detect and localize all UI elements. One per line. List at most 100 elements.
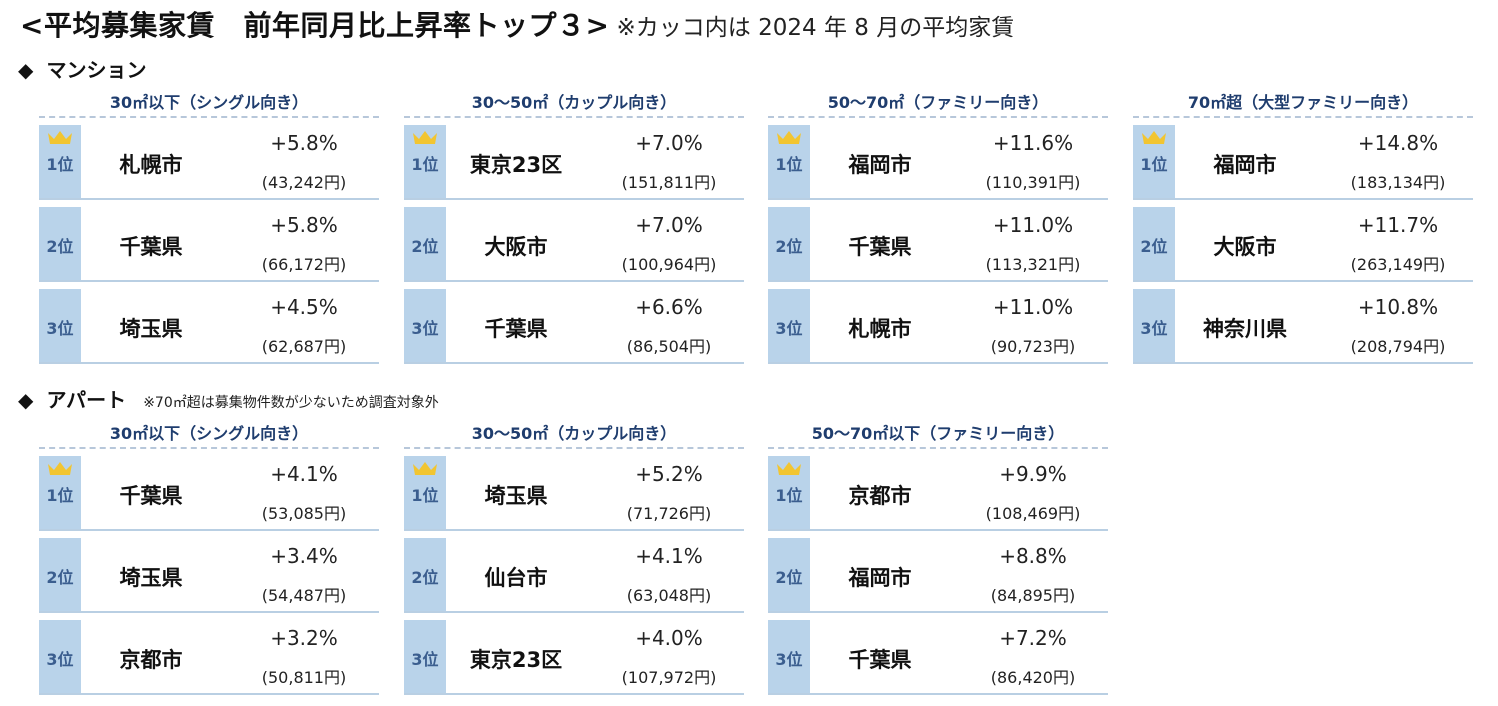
increase-rate: +7.0% bbox=[635, 131, 703, 155]
city-name: 千葉県 bbox=[119, 484, 183, 508]
city-name: 千葉県 bbox=[848, 648, 912, 672]
rank-cell: 2位 bbox=[1133, 207, 1175, 280]
city-name: 埼玉県 bbox=[119, 317, 183, 341]
rank-cell: 1位 bbox=[404, 456, 446, 529]
increase-rate: +4.1% bbox=[270, 462, 338, 486]
rank-label: 1位 bbox=[46, 486, 74, 505]
crown-icon bbox=[413, 462, 437, 475]
city-name: 東京23区 bbox=[469, 153, 563, 177]
mansion-block: 30㎡以下（シングル向き） 1位 札幌市 +5.8% (43,242円) 2位 千葉県 +5.… bbox=[39, 90, 379, 364]
rank-label: 1位 bbox=[775, 155, 803, 174]
ranking-row: 2位 大阪市 +7.0% (100,964円) bbox=[404, 207, 744, 282]
city-name: 京都市 bbox=[119, 648, 183, 672]
rank-cell: 3位 bbox=[768, 620, 810, 693]
mansion-section-heading: ◆ マンション bbox=[18, 54, 146, 83]
average-rent: (43,242円) bbox=[261, 173, 347, 192]
apart-block: 30～50㎡（カップル向き） 1位 埼玉県 +5.2% (71,726円) 2位 仙台市 +4… bbox=[404, 421, 744, 695]
increase-rate: +5.2% bbox=[635, 462, 703, 486]
block-heading: 30～50㎡（カップル向き） bbox=[404, 421, 744, 449]
mansion-block: 70㎡超（大型ファミリー向き） 1位 福岡市 +14.8% (183,134円) 2位 大阪… bbox=[1133, 90, 1473, 364]
average-rent: (84,895円) bbox=[990, 586, 1076, 605]
mansion-block: 30～50㎡（カップル向き） 1位 東京23区 +7.0% (151,811円) 2位 大阪… bbox=[404, 90, 744, 364]
ranking-row: 1位 福岡市 +14.8% (183,134円) bbox=[1133, 125, 1473, 200]
rank-cell: 2位 bbox=[404, 538, 446, 611]
rank-label: 3位 bbox=[1140, 319, 1168, 338]
rank-label: 1位 bbox=[46, 155, 74, 174]
city-name: 仙台市 bbox=[484, 566, 548, 590]
ranking-row: 2位 埼玉県 +3.4% (54,487円) bbox=[39, 538, 379, 613]
ranking-row: 2位 仙台市 +4.1% (63,048円) bbox=[404, 538, 744, 613]
crown-icon bbox=[413, 131, 437, 144]
city-name: 福岡市 bbox=[848, 566, 912, 590]
crown-icon bbox=[777, 462, 801, 475]
rank-cell: 3位 bbox=[39, 289, 81, 362]
city-name: 千葉県 bbox=[119, 235, 183, 259]
average-rent: (113,321円) bbox=[985, 255, 1081, 274]
ranking-row: 1位 福岡市 +11.6% (110,391円) bbox=[768, 125, 1108, 200]
average-rent: (107,972円) bbox=[621, 668, 717, 687]
increase-rate: +5.8% bbox=[270, 213, 338, 237]
average-rent: (50,811円) bbox=[261, 668, 347, 687]
ranking-row: 3位 東京23区 +4.0% (107,972円) bbox=[404, 620, 744, 695]
rank-cell: 1位 bbox=[1133, 125, 1175, 198]
city-name: 福岡市 bbox=[848, 153, 912, 177]
apart-section-label: アパート bbox=[46, 388, 127, 412]
ranking-row: 1位 東京23区 +7.0% (151,811円) bbox=[404, 125, 744, 200]
average-rent: (53,085円) bbox=[261, 504, 347, 523]
average-rent: (183,134円) bbox=[1350, 173, 1446, 192]
increase-rate: +4.5% bbox=[270, 295, 338, 319]
increase-rate: +9.9% bbox=[999, 462, 1067, 486]
rank-label: 3位 bbox=[775, 650, 803, 669]
crown-icon bbox=[1142, 131, 1166, 144]
increase-rate: +10.8% bbox=[1357, 295, 1439, 319]
rank-label: 3位 bbox=[411, 650, 439, 669]
block-heading: 50～70㎡（ファミリー向き） bbox=[768, 90, 1108, 118]
ranking-row: 1位 埼玉県 +5.2% (71,726円) bbox=[404, 456, 744, 531]
rank-cell: 3位 bbox=[404, 620, 446, 693]
city-name: 札幌市 bbox=[119, 153, 183, 177]
increase-rate: +3.4% bbox=[270, 544, 338, 568]
ranking-row: 3位 千葉県 +6.6% (86,504円) bbox=[404, 289, 744, 364]
average-rent: (151,811円) bbox=[621, 173, 717, 192]
ranking-row: 3位 千葉県 +7.2% (86,420円) bbox=[768, 620, 1108, 695]
ranking-row: 2位 千葉県 +5.8% (66,172円) bbox=[39, 207, 379, 282]
block-heading: 30㎡以下（シングル向き） bbox=[39, 90, 379, 118]
city-name: 埼玉県 bbox=[484, 484, 548, 508]
rank-cell: 3位 bbox=[39, 620, 81, 693]
rank-cell: 3位 bbox=[404, 289, 446, 362]
rank-cell: 3位 bbox=[768, 289, 810, 362]
rank-cell: 2位 bbox=[404, 207, 446, 280]
ranking-row: 1位 千葉県 +4.1% (53,085円) bbox=[39, 456, 379, 531]
page-title-note: ※カッコ内は 2024 年 8 月の平均家賃 bbox=[616, 15, 1015, 41]
crown-icon bbox=[777, 131, 801, 144]
average-rent: (86,420円) bbox=[990, 668, 1076, 687]
increase-rate: +11.0% bbox=[992, 295, 1074, 319]
ranking-row: 1位 京都市 +9.9% (108,469円) bbox=[768, 456, 1108, 531]
rank-cell: 1位 bbox=[39, 125, 81, 198]
city-name: 大阪市 bbox=[484, 235, 548, 259]
rank-label: 3位 bbox=[46, 650, 74, 669]
rank-label: 3位 bbox=[46, 319, 74, 338]
rank-label: 3位 bbox=[775, 319, 803, 338]
average-rent: (110,391円) bbox=[985, 173, 1081, 192]
apart-section-heading: ◆ アパート ※70㎡超は募集物件数が少ないため調査対象外 bbox=[18, 384, 439, 413]
rank-cell: 1位 bbox=[404, 125, 446, 198]
rank-cell: 2位 bbox=[39, 207, 81, 280]
average-rent: (263,149円) bbox=[1350, 255, 1446, 274]
increase-rate: +11.6% bbox=[992, 131, 1074, 155]
rank-label: 1位 bbox=[411, 155, 439, 174]
rank-cell: 1位 bbox=[39, 456, 81, 529]
average-rent: (90,723円) bbox=[990, 337, 1076, 356]
average-rent: (62,687円) bbox=[261, 337, 347, 356]
block-heading: 30㎡以下（シングル向き） bbox=[39, 421, 379, 449]
increase-rate: +14.8% bbox=[1357, 131, 1439, 155]
average-rent: (71,726円) bbox=[626, 504, 712, 523]
city-name: 千葉県 bbox=[484, 317, 548, 341]
average-rent: (208,794円) bbox=[1350, 337, 1446, 356]
increase-rate: +7.0% bbox=[635, 213, 703, 237]
page-title-main: <平均募集家賃 前年同月比上昇率トップ３> bbox=[20, 9, 610, 42]
city-name: 千葉県 bbox=[848, 235, 912, 259]
rank-label: 1位 bbox=[411, 486, 439, 505]
city-name: 神奈川県 bbox=[1203, 317, 1287, 341]
ranking-row: 2位 千葉県 +11.0% (113,321円) bbox=[768, 207, 1108, 282]
